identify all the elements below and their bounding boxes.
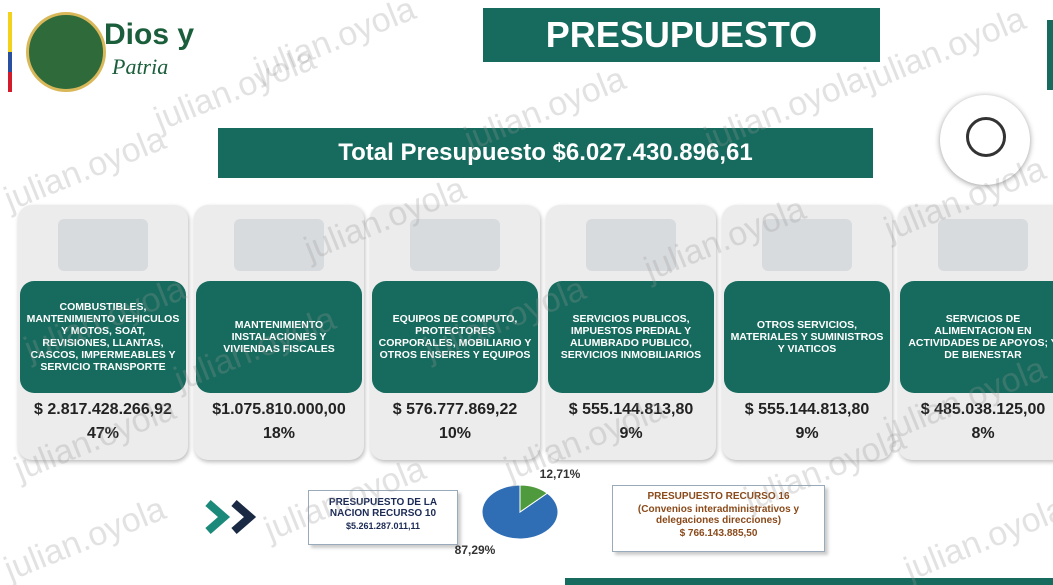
budget-card: SERVICIOS DE ALIMENTACION EN ACTIVIDADES… — [898, 205, 1053, 460]
card-icon — [762, 219, 852, 271]
budget-card: EQUIPOS DE COMPUTO, PROTECTORES CORPORAL… — [370, 205, 540, 460]
budget-card: MANTENIMIENTO INSTALACIONES Y VIVIENDAS … — [194, 205, 364, 460]
recurso10-title: PRESUPUESTO DE LA NACION RECURSO 10 — [309, 497, 457, 519]
card-icon — [586, 219, 676, 271]
card-amount: $1.075.810.000,00 — [188, 401, 370, 419]
card-label: COMBUSTIBLES, MANTENIMIENTO VEHICULOS Y … — [20, 281, 186, 393]
logo-text: Patria — [112, 54, 168, 80]
card-label: SERVICIOS DE ALIMENTACION EN ACTIVIDADES… — [900, 281, 1053, 393]
card-icon — [234, 219, 324, 271]
card-amount: $ 555.144.813,80 — [716, 401, 898, 419]
watermark: julian.oyola — [249, 0, 421, 89]
card-icon — [58, 219, 148, 271]
card-label: MANTENIMIENTO INSTALACIONES Y VIVIENDAS … — [196, 281, 362, 393]
recurso16-amount: $ 766.143.885,50 — [613, 528, 824, 539]
bottom-bar — [565, 578, 1053, 585]
flag-stripe — [8, 12, 12, 92]
budget-card: OTROS SERVICIOS, MATERIALES Y SUMINISTRO… — [722, 205, 892, 460]
watermark: julian.oyola — [149, 40, 321, 140]
card-amount: $ 2.817.428.266,92 — [12, 401, 194, 419]
card-label: EQUIPOS DE COMPUTO, PROTECTORES CORPORAL… — [372, 281, 538, 393]
title: PRESUPUESTO — [483, 8, 880, 62]
recurso10-amount: $5.261.287.011,11 — [309, 521, 457, 531]
slide: Dios y Patria PRESUPUESTO Total Presupue… — [0, 0, 1053, 585]
recurso10-box: PRESUPUESTO DE LA NACION RECURSO 10 $5.2… — [308, 490, 458, 545]
coin-icon — [966, 117, 1006, 157]
card-icon — [938, 219, 1028, 271]
recurso16-box: PRESUPUESTO RECURSO 16 (Convenios intera… — [612, 485, 825, 552]
card-amount: $ 576.777.869,22 — [364, 401, 546, 419]
pie-chart: 87,29% 12,71% — [455, 462, 605, 562]
arrows — [200, 495, 275, 540]
pie-label: 12,71% — [540, 467, 581, 481]
watermark: julian.oyola — [859, 0, 1031, 99]
police-seal — [26, 12, 106, 92]
side-bar — [1047, 20, 1053, 90]
card-label: SERVICIOS PUBLICOS, IMPUESTOS PREDIAL Y … — [548, 281, 714, 393]
logo-text: Dios y — [104, 18, 194, 52]
money-icon — [940, 95, 1030, 185]
card-amount: $ 485.038.125,00 — [892, 401, 1053, 419]
card-percent: 18% — [194, 425, 364, 443]
card-percent: 9% — [546, 425, 716, 443]
pie-label: 87,29% — [455, 543, 496, 557]
budget-card: COMBUSTIBLES, MANTENIMIENTO VEHICULOS Y … — [18, 205, 188, 460]
watermark: julian.oyola — [0, 490, 171, 585]
watermark: julian.oyola — [899, 490, 1053, 585]
card-percent: 10% — [370, 425, 540, 443]
card-label: OTROS SERVICIOS, MATERIALES Y SUMINISTRO… — [724, 281, 890, 393]
card-percent: 47% — [18, 425, 188, 443]
card-percent: 9% — [722, 425, 892, 443]
recurso16-title: PRESUPUESTO RECURSO 16 — [613, 491, 824, 502]
card-amount: $ 555.144.813,80 — [540, 401, 722, 419]
card-icon — [410, 219, 500, 271]
recurso16-subtitle: (Convenios interadministrativos y delega… — [613, 504, 824, 526]
total: Total Presupuesto $6.027.430.896,61 — [218, 128, 873, 178]
budget-card: SERVICIOS PUBLICOS, IMPUESTOS PREDIAL Y … — [546, 205, 716, 460]
card-percent: 8% — [898, 425, 1053, 443]
